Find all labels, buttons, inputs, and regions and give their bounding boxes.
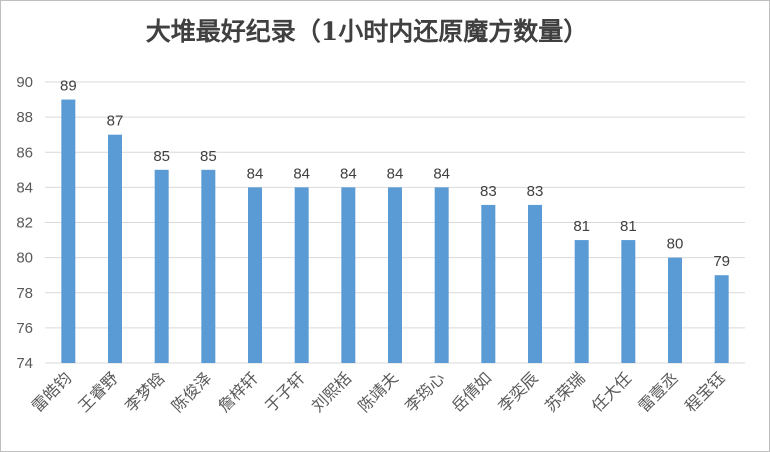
category-label: 王睿野 — [74, 368, 121, 415]
bar — [434, 187, 449, 363]
data-label: 84 — [340, 165, 357, 182]
y-tick-label: 90 — [16, 74, 33, 91]
data-label: 81 — [620, 218, 637, 235]
y-tick-label: 80 — [16, 250, 33, 267]
data-label: 85 — [200, 148, 217, 165]
category-label: 陈靖夫 — [354, 368, 401, 415]
data-label: 87 — [107, 113, 124, 130]
y-tick-label: 74 — [16, 355, 33, 372]
category-label: 任大任 — [588, 368, 635, 415]
data-label: 84 — [293, 165, 310, 182]
bar — [668, 257, 682, 363]
y-axis: 74 76 78 80 82 84 86 88 90 — [16, 74, 33, 372]
category-label: 詹梓轩 — [214, 368, 261, 415]
bar — [714, 275, 729, 363]
bar — [341, 187, 356, 363]
data-label: 79 — [713, 253, 730, 270]
category-label: 李梦晗 — [121, 368, 168, 415]
bar — [574, 240, 589, 363]
y-tick-label: 78 — [16, 285, 33, 302]
category-label: 陈俊泽 — [168, 368, 215, 415]
data-label: 84 — [433, 165, 450, 182]
data-label: 89 — [60, 78, 77, 95]
category-label: 苏荣瑞 — [541, 368, 588, 415]
y-tick-label: 84 — [16, 179, 33, 196]
data-label: 81 — [573, 218, 590, 235]
y-tick-label: 86 — [16, 144, 33, 161]
chart-title: 大堆最好纪录（1小时内还原魔方数量） — [146, 17, 588, 46]
category-label: 刘熙栝 — [308, 368, 355, 415]
category-label: 李奕辰 — [494, 368, 541, 415]
y-tick-label: 88 — [16, 109, 33, 126]
category-label: 李筠心 — [401, 368, 448, 415]
bar — [108, 134, 122, 363]
bar — [248, 187, 262, 363]
bar — [528, 204, 542, 363]
bar — [154, 169, 169, 363]
bar — [201, 169, 216, 363]
data-label: 84 — [247, 165, 264, 182]
category-label: 岳倩如 — [448, 368, 495, 415]
data-label: 84 — [387, 165, 404, 182]
x-axis: 雷皓钧 王睿野 李梦晗 陈俊泽 詹梓轩 于子轩 刘熙栝 陈靖夫 李筠心 岳倩如 李奕辰 苏荣瑞 任大任雷… — [28, 368, 729, 415]
data-labels: 89 87 85 85 84 84 84 84 84 83 83 81 81 80 79 — [60, 78, 730, 271]
category-label: 程宝钰 — [681, 368, 728, 415]
data-label: 85 — [153, 148, 170, 165]
bar — [61, 99, 76, 363]
data-label: 83 — [527, 183, 544, 200]
bar — [388, 187, 402, 363]
y-tick-label: 76 — [16, 320, 33, 337]
bar — [481, 204, 496, 363]
data-label: 80 — [667, 236, 684, 253]
category-label: 雷壹丞 — [634, 368, 681, 415]
category-label: 于子轩 — [261, 368, 308, 415]
y-tick-label: 82 — [16, 215, 33, 232]
bar — [621, 240, 636, 363]
bar — [294, 187, 309, 363]
category-label: 雷皓钧 — [28, 368, 75, 415]
data-label: 83 — [480, 183, 497, 200]
bars — [61, 99, 729, 363]
